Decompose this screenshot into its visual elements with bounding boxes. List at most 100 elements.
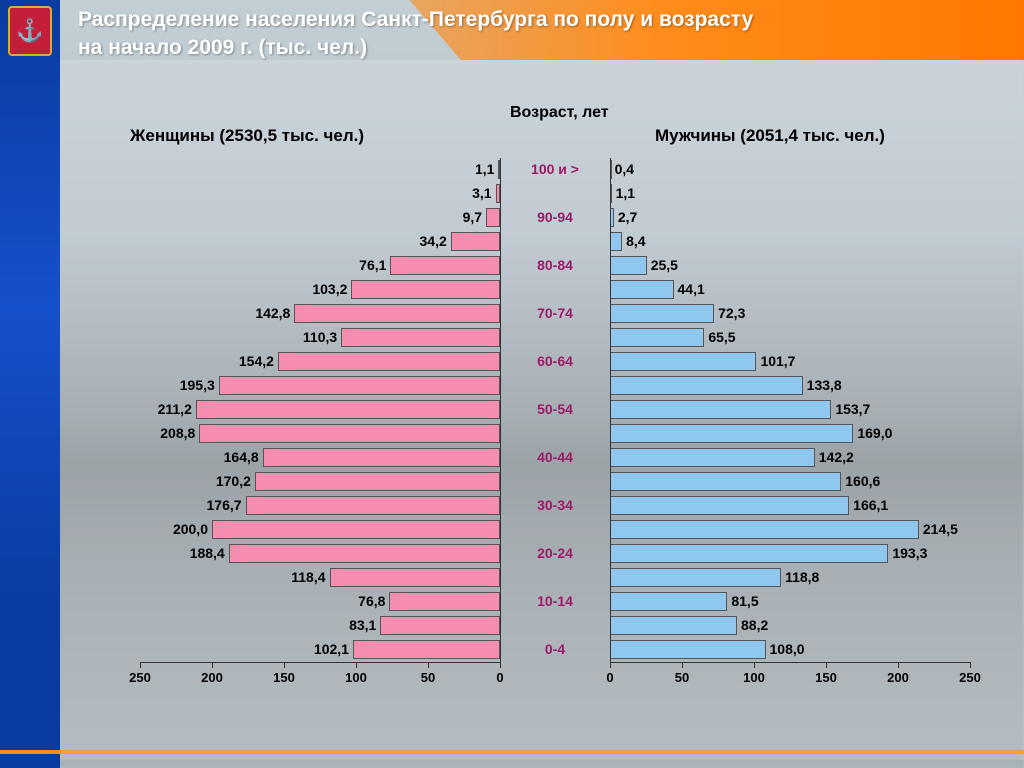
left-blue-strip bbox=[0, 0, 60, 768]
male-bar bbox=[610, 448, 815, 467]
pyramid-row: 164,840-44142,2 bbox=[80, 446, 1000, 470]
axis-title: Возраст, лет bbox=[510, 104, 609, 122]
male-bar bbox=[610, 640, 766, 659]
female-bar bbox=[353, 640, 500, 659]
pyramid-row: 110,365,5 bbox=[80, 326, 1000, 350]
x-tick-label: 200 bbox=[880, 670, 916, 685]
female-bar bbox=[351, 280, 500, 299]
male-value: 153,7 bbox=[835, 401, 870, 417]
female-bar bbox=[278, 352, 500, 371]
female-bar bbox=[229, 544, 500, 563]
x-tick bbox=[826, 662, 827, 668]
female-value: 83,1 bbox=[330, 617, 376, 633]
male-bar bbox=[610, 304, 714, 323]
x-tick bbox=[754, 662, 755, 668]
female-bar bbox=[451, 232, 500, 251]
male-bar bbox=[610, 232, 622, 251]
female-y-axis bbox=[500, 158, 501, 662]
x-tick bbox=[356, 662, 357, 668]
women-header: Женщины (2530,5 тыс. чел.) bbox=[130, 126, 364, 146]
age-label: 0-4 bbox=[520, 641, 590, 657]
male-bar bbox=[610, 352, 756, 371]
x-tick bbox=[970, 662, 971, 668]
male-value: 214,5 bbox=[923, 521, 958, 537]
male-value: 160,6 bbox=[845, 473, 880, 489]
female-bar bbox=[246, 496, 500, 515]
pyramid-row: 176,730-34166,1 bbox=[80, 494, 1000, 518]
pyramid-row: 200,0 214,5 bbox=[80, 518, 1000, 542]
male-bar bbox=[610, 544, 888, 563]
x-tick-label: 50 bbox=[664, 670, 700, 685]
female-bar bbox=[330, 568, 500, 587]
female-value: 195,3 bbox=[169, 377, 215, 393]
age-label: 60-64 bbox=[520, 353, 590, 369]
female-x-axis bbox=[140, 662, 500, 663]
x-tick-label: 250 bbox=[122, 670, 158, 685]
female-value: 208,8 bbox=[149, 425, 195, 441]
pyramid-row: 9,7 90-94 2,7 bbox=[80, 206, 1000, 230]
male-value: 88,2 bbox=[741, 617, 768, 633]
female-value: 211,2 bbox=[146, 401, 192, 417]
x-tick bbox=[898, 662, 899, 668]
pyramid-row: 154,260-64101,7 bbox=[80, 350, 1000, 374]
x-tick-label: 100 bbox=[338, 670, 374, 685]
male-value: 8,4 bbox=[626, 233, 645, 249]
male-bar bbox=[610, 256, 647, 275]
x-tick-label: 0 bbox=[482, 670, 518, 685]
male-value: 81,5 bbox=[731, 593, 758, 609]
male-value: 44,1 bbox=[678, 281, 705, 297]
female-value: 142,8 bbox=[244, 305, 290, 321]
female-bar bbox=[486, 208, 500, 227]
male-bar bbox=[610, 520, 919, 539]
age-label: 30-34 bbox=[520, 497, 590, 513]
x-tick-label: 0 bbox=[592, 670, 628, 685]
x-tick-label: 100 bbox=[736, 670, 772, 685]
female-bar bbox=[263, 448, 500, 467]
pyramid-row: 142,870-7472,3 bbox=[80, 302, 1000, 326]
pyramid-row: 34,28,4 bbox=[80, 230, 1000, 254]
male-bar bbox=[610, 400, 831, 419]
female-bar bbox=[390, 256, 500, 275]
female-value: 76,1 bbox=[340, 257, 386, 273]
pyramid-row: 195,3 133,8 bbox=[80, 374, 1000, 398]
x-tick-label: 250 bbox=[952, 670, 988, 685]
male-value: 1,1 bbox=[616, 185, 635, 201]
title-line-2: на начало 2009 г. (тыс. чел.) bbox=[78, 34, 978, 62]
x-tick bbox=[500, 662, 501, 668]
male-value: 118,8 bbox=[785, 569, 819, 585]
female-bar bbox=[389, 592, 500, 611]
age-label: 90-94 bbox=[520, 209, 590, 225]
x-tick bbox=[610, 662, 611, 668]
men-header: Мужчины (2051,4 тыс. чел.) bbox=[655, 126, 885, 146]
male-value: 193,3 bbox=[892, 545, 927, 561]
male-value: 2,7 bbox=[618, 209, 637, 225]
age-label: 40-44 bbox=[520, 449, 590, 465]
x-tick bbox=[428, 662, 429, 668]
female-value: 102,1 bbox=[303, 641, 349, 657]
female-value: 1,1 bbox=[448, 161, 494, 177]
pyramid-row: 83,1 88,2 bbox=[80, 614, 1000, 638]
age-label: 10-14 bbox=[520, 593, 590, 609]
male-value: 65,5 bbox=[708, 329, 735, 345]
female-bar bbox=[212, 520, 500, 539]
female-bar bbox=[341, 328, 500, 347]
female-value: 200,0 bbox=[162, 521, 208, 537]
male-value: 101,7 bbox=[760, 353, 795, 369]
age-label: 50-54 bbox=[520, 401, 590, 417]
male-bar bbox=[610, 424, 853, 443]
female-value: 9,7 bbox=[436, 209, 482, 225]
coat-of-arms-icon: ⚓ bbox=[8, 6, 52, 56]
male-bar bbox=[610, 592, 727, 611]
pyramid-row: 102,10-4108,0 bbox=[80, 638, 1000, 662]
age-label: 100 и > bbox=[520, 161, 590, 177]
female-bar bbox=[199, 424, 500, 443]
female-bar bbox=[380, 616, 500, 635]
x-tick bbox=[682, 662, 683, 668]
male-y-axis bbox=[610, 158, 611, 662]
pyramid-row: 118,4118,8 bbox=[80, 566, 1000, 590]
female-value: 170,2 bbox=[205, 473, 251, 489]
male-value: 25,5 bbox=[651, 257, 678, 273]
male-value: 133,8 bbox=[807, 377, 842, 393]
chart-inner: Женщины (2530,5 тыс. чел.) Возраст, лет … bbox=[80, 100, 1000, 720]
pyramid-row: 1,1100 и >0,4 bbox=[80, 158, 1000, 182]
